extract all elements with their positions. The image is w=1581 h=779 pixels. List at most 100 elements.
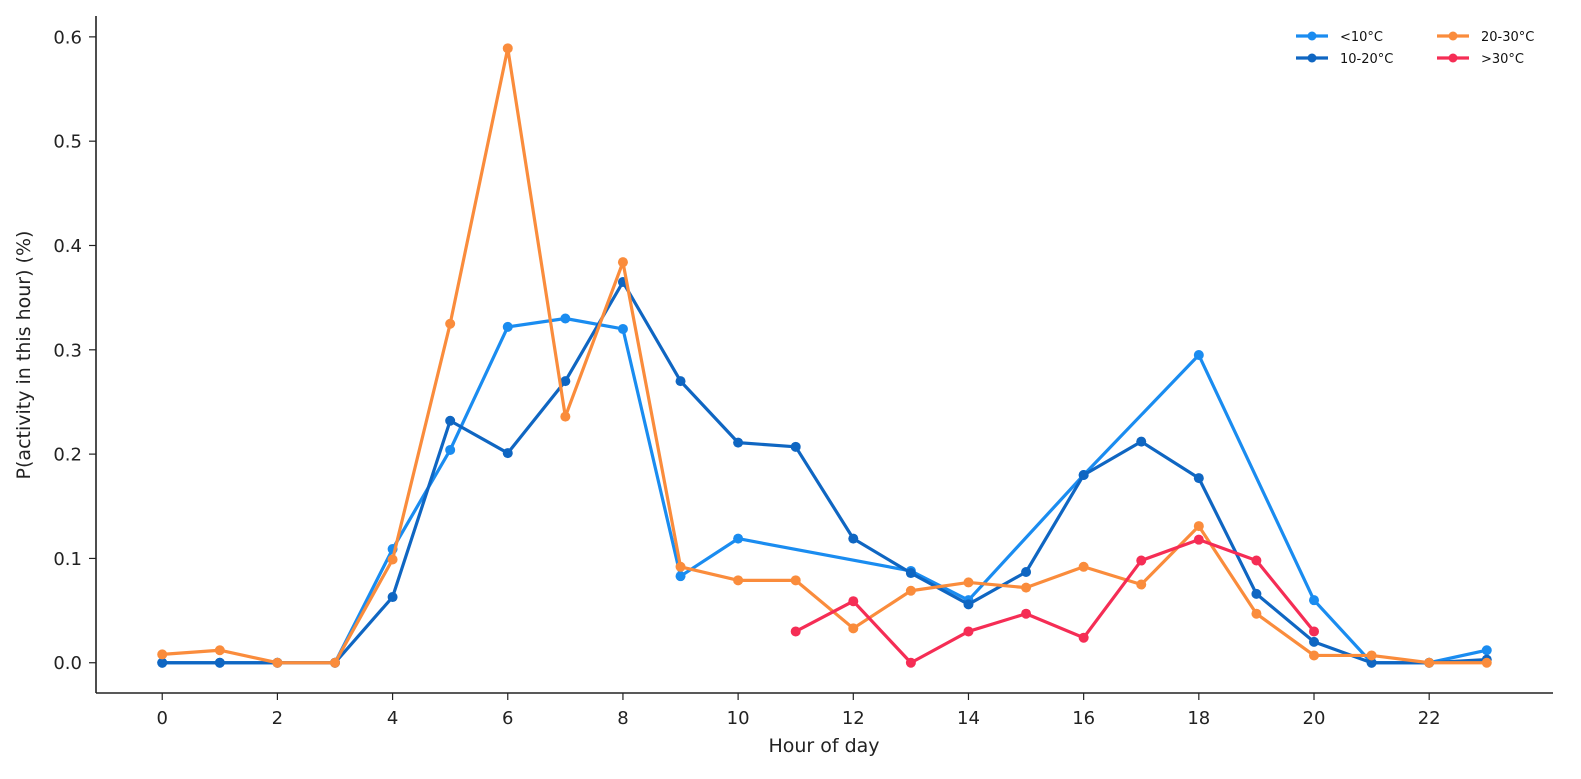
data-point (445, 415, 456, 426)
data-point (214, 657, 225, 668)
data-point (790, 626, 801, 637)
data-point (1481, 657, 1492, 668)
data-point (848, 623, 859, 634)
x-axis-title: Hour of day (768, 735, 879, 757)
x-tick-label: 22 (1418, 708, 1441, 729)
data-point (1078, 469, 1089, 480)
x-tick-label: 8 (617, 708, 628, 729)
data-point (1136, 555, 1147, 566)
legend-swatch-marker (1448, 31, 1458, 41)
data-point (445, 318, 456, 329)
data-point (157, 657, 168, 668)
data-point (1251, 588, 1262, 599)
data-point (790, 575, 801, 586)
data-point (560, 376, 571, 387)
data-point (1193, 534, 1204, 545)
data-point (1366, 657, 1377, 668)
legend-label: >30°C (1481, 52, 1524, 67)
data-point (1021, 566, 1032, 577)
data-point (905, 585, 916, 596)
data-point (1193, 521, 1204, 532)
data-point (1136, 436, 1147, 447)
data-point (387, 554, 398, 565)
data-point (790, 441, 801, 452)
data-point (675, 571, 686, 582)
legend-label: <10°C (1340, 30, 1383, 45)
data-point (1193, 473, 1204, 484)
y-tick-label: 0.2 (53, 445, 82, 466)
x-tick-label: 16 (1072, 708, 1095, 729)
y-tick-label: 0.0 (53, 653, 82, 674)
x-tick-label: 10 (727, 708, 750, 729)
data-point (905, 568, 916, 579)
series-group (157, 277, 1492, 668)
data-point (1251, 608, 1262, 619)
x-tick-label: 14 (957, 708, 980, 729)
data-point (502, 43, 513, 54)
data-point (1366, 650, 1377, 661)
series-line (794, 538, 1316, 665)
data-point (272, 657, 283, 668)
data-point (848, 596, 859, 607)
data-point (1481, 645, 1492, 656)
x-tick-label: 18 (1187, 708, 1210, 729)
data-point (1136, 579, 1147, 590)
y-axis-title: P(activity in this hour) (%) (13, 231, 35, 480)
legend-swatch-marker (1307, 53, 1317, 63)
data-point (502, 448, 513, 459)
x-tick-label: 12 (842, 708, 865, 729)
data-point (963, 599, 974, 610)
data-point (733, 533, 744, 544)
data-point (1309, 650, 1320, 661)
y-ticks: 0.0 0.1 0.2 0.3 0.4 0.5 0.6 (53, 27, 96, 674)
data-point (329, 657, 340, 668)
y-tick-label: 0.4 (53, 236, 82, 257)
legend-label: 10-20°C (1340, 52, 1393, 67)
data-point (617, 257, 628, 268)
data-point (560, 313, 571, 324)
data-point (157, 649, 168, 660)
data-point (1078, 561, 1089, 572)
data-point (445, 444, 456, 455)
x-tick-label: 4 (387, 708, 398, 729)
data-point (905, 657, 916, 668)
data-point (560, 411, 571, 422)
y-tick-label: 0.5 (53, 132, 82, 153)
data-point (1193, 350, 1204, 361)
data-point (733, 575, 744, 586)
y-tick-label: 0.1 (53, 549, 82, 570)
data-point (675, 561, 686, 572)
legend: <10°C 10-20°C 20-30°C >30°C (1296, 30, 1534, 67)
legend-item: >30°C (1437, 52, 1524, 67)
data-point (963, 626, 974, 637)
legend-item: 10-20°C (1296, 52, 1393, 67)
data-point (675, 376, 686, 387)
data-point (214, 645, 225, 656)
data-point (1424, 657, 1435, 668)
x-ticks: 0 2 4 6 8 10 12 14 16 18 20 22 (157, 693, 1441, 729)
legend-swatch-marker (1307, 31, 1317, 41)
legend-item: <10°C (1296, 30, 1383, 45)
data-point (848, 533, 859, 544)
data-point (963, 577, 974, 588)
x-tick-label: 2 (272, 708, 283, 729)
data-point (617, 323, 628, 334)
data-point (1251, 555, 1262, 566)
series-group (157, 43, 1492, 668)
data-point (733, 437, 744, 448)
legend-label: 20-30°C (1481, 30, 1534, 45)
series-line (162, 280, 1487, 665)
y-tick-label: 0.6 (53, 27, 82, 48)
legend-item: 20-30°C (1437, 30, 1534, 45)
x-tick-label: 6 (502, 708, 513, 729)
data-point (1021, 582, 1032, 593)
data-point (1309, 636, 1320, 647)
series-group (790, 534, 1320, 668)
series-layer (157, 43, 1492, 668)
axes (95, 16, 1553, 694)
data-point (1078, 632, 1089, 643)
legend-swatch-marker (1448, 53, 1458, 63)
data-point (1309, 595, 1320, 606)
x-tick-label: 20 (1303, 708, 1326, 729)
